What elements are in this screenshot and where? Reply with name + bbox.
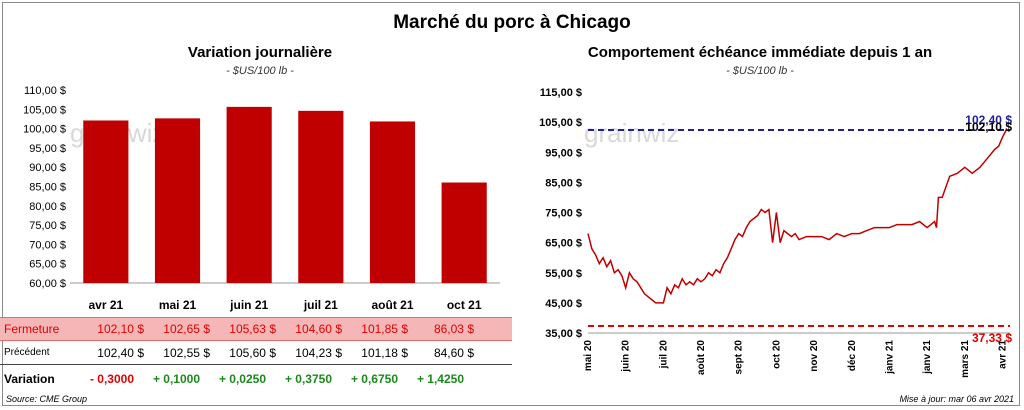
y-tick-label: 65,00 $	[29, 259, 66, 271]
variation-value: + 0,0250	[218, 372, 266, 386]
y-tick-label: 105,00 $	[539, 117, 582, 129]
bar	[369, 121, 416, 283]
close-value: 102,10 $	[97, 322, 144, 336]
previous-value: 102,55 $	[163, 346, 210, 360]
previous-value: 101,18 $	[361, 346, 408, 360]
y-tick-label: 85,00 $	[29, 182, 66, 194]
variation-value: - 0,3000	[89, 372, 134, 386]
chart-frame	[2, 2, 1020, 406]
variation-value: + 0,6750	[350, 372, 398, 386]
previous-row: Précédent 102,40 $ 102,55 $ 105,60 $ 104…	[0, 342, 512, 365]
variation-row: Variation - 0,3000 + 0,1000 + 0,0250 + 0…	[0, 368, 512, 390]
x-tick-label: août 20	[696, 340, 707, 375]
bar	[154, 118, 201, 283]
y-tick-label: 55,00 $	[545, 268, 582, 280]
y-tick-label: 35,00 $	[545, 328, 582, 340]
x-tick-label: oct 20	[771, 340, 782, 369]
close-value: 104,60 $	[295, 322, 342, 336]
bar	[298, 110, 344, 284]
y-tick-label: 75,00 $	[545, 208, 582, 220]
y-tick-label: 95,00 $	[545, 147, 582, 159]
left-panel-title: Variation journalière	[187, 44, 333, 61]
x-tick-label: oct 21	[447, 298, 482, 312]
close-value: 102,65 $	[163, 322, 210, 336]
x-tick-label: juil 20	[658, 340, 669, 370]
previous-label: Précédent	[4, 347, 50, 358]
series-line	[587, 129, 1011, 304]
variation-value: + 1,4250	[416, 372, 464, 386]
y-tick-label: 105,00 $	[23, 104, 66, 116]
close-value: 86,03 $	[433, 322, 474, 336]
variation-label: Variation	[4, 372, 55, 386]
x-tick-label: juin 20	[621, 340, 632, 373]
y-tick-label: 110,00 $	[24, 85, 66, 97]
line-chart: 35,00 $ 45,00 $ 55,00 $ 65,00 $ 75,00 $ 85,00…	[539, 87, 1012, 378]
bar	[226, 106, 272, 284]
x-tick-label: déc 20	[847, 340, 858, 372]
x-tick-label: sept 20	[734, 340, 745, 375]
close-value: 101,85 $	[361, 322, 408, 336]
main-title: Marché du porc à Chicago	[393, 12, 631, 33]
x-tick-label: janv 21	[884, 340, 895, 375]
variation-value: + 0,1000	[152, 372, 200, 386]
x-tick-label: avr 21	[88, 298, 123, 312]
y-tick-label: 85,00 $	[545, 177, 582, 189]
x-tick-label: août 21	[371, 298, 413, 312]
y-tick-label: 65,00 $	[545, 238, 582, 250]
bar	[83, 120, 129, 283]
y-tick-label: 45,00 $	[545, 298, 582, 310]
close-label: Fermeture	[4, 322, 60, 336]
x-tick-label: juin 21	[229, 298, 268, 312]
previous-value: 105,60 $	[229, 346, 276, 360]
bar	[441, 182, 487, 283]
previous-value: 102,40 $	[97, 346, 144, 360]
update-note: Mise à jour: mar 06 avr 2021	[899, 394, 1014, 404]
x-tick-label: mai 20	[583, 340, 594, 372]
y-tick-label: 90,00 $	[29, 162, 66, 174]
y-tick-label: 100,00 $	[23, 124, 66, 136]
y-tick-label: 70,00 $	[29, 239, 66, 251]
variation-value: + 0,3750	[284, 372, 332, 386]
close-row: Fermeture 102,10 $ 102,65 $ 105,63 $ 104…	[0, 317, 512, 341]
bar-chart: 60,00 $ 65,00 $ 70,00 $ 75,00 $ 80,00 $ 85,00…	[23, 85, 500, 312]
previous-value: 84,60 $	[433, 346, 474, 360]
y-tick-label: 115,00 $	[540, 87, 582, 99]
right-panel-subtitle: - $US/100 lb -	[726, 65, 794, 77]
reference-label: 102,40 $	[965, 113, 1012, 127]
x-tick-label: janv 21	[922, 340, 933, 375]
left-panel-subtitle: - $US/100 lb -	[226, 65, 294, 77]
y-tick-label: 60,00 $	[29, 278, 66, 290]
right-watermark: grainwiz	[584, 118, 679, 148]
reference-label: 37,33 $	[972, 331, 1012, 345]
close-value: 105,63 $	[229, 322, 276, 336]
y-tick-label: 75,00 $	[29, 220, 66, 232]
y-tick-label: 95,00 $	[29, 143, 66, 155]
y-tick-label: 80,00 $	[29, 201, 66, 213]
x-tick-label: nov 20	[809, 340, 820, 372]
source-note: Source: CME Group	[6, 394, 88, 404]
x-tick-label: avr 21	[997, 340, 1008, 369]
previous-value: 104,23 $	[295, 346, 342, 360]
x-tick-label: mai 21	[159, 298, 197, 312]
right-panel-title: Comportement échéance immédiate depuis 1…	[587, 44, 933, 61]
x-tick-label: mars 21	[960, 340, 971, 378]
last-value-label: 102,10 $	[965, 120, 1012, 134]
x-tick-label: juil 21	[303, 298, 338, 312]
